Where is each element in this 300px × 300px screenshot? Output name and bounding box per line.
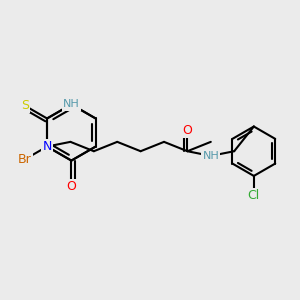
Text: S: S [21, 99, 29, 112]
Text: O: O [66, 180, 76, 193]
Text: O: O [182, 124, 192, 137]
Text: Br: Br [18, 153, 32, 166]
Text: NH: NH [63, 99, 80, 110]
Text: N: N [42, 140, 52, 153]
Text: Cl: Cl [248, 189, 260, 202]
Text: NH: NH [202, 151, 219, 161]
